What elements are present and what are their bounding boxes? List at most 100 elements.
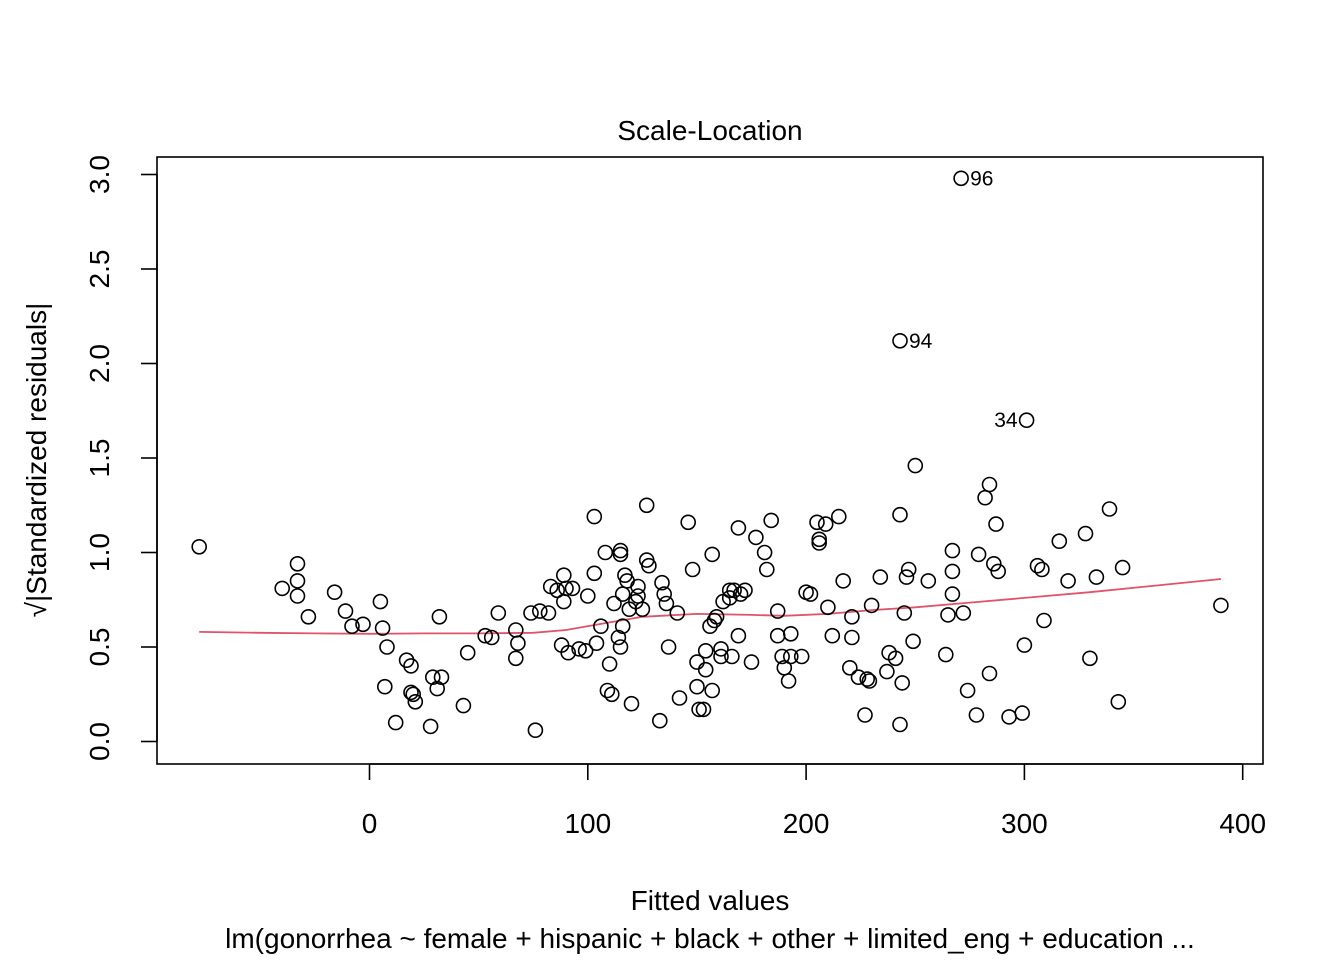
- y-axis-label: √|Standardized residuals|: [21, 303, 52, 618]
- data-point: [737, 582, 753, 599]
- data-point: [879, 663, 895, 680]
- data-point: [859, 671, 876, 687]
- data-point: [588, 635, 605, 652]
- data-point: [953, 170, 969, 187]
- data-point: [732, 586, 749, 602]
- data-point: [599, 682, 616, 699]
- data-point: [920, 573, 937, 589]
- data-point: [660, 639, 677, 655]
- data-point: [730, 520, 747, 536]
- data-point: [379, 639, 395, 655]
- data-point: [841, 659, 858, 676]
- x-tick-label: 400: [1219, 808, 1266, 839]
- data-point: [1110, 693, 1127, 710]
- point-label: 34: [994, 409, 1018, 432]
- data-point: [289, 588, 306, 604]
- data-point: [560, 644, 577, 661]
- data-point: [944, 542, 961, 559]
- data-point: [612, 639, 629, 655]
- data-point: [730, 627, 747, 644]
- data-point: [374, 620, 391, 636]
- data-point: [658, 595, 675, 612]
- data-point: [691, 701, 707, 718]
- data-point: [704, 682, 721, 699]
- data-point: [697, 661, 714, 678]
- data-point: [403, 658, 419, 674]
- data-point: [429, 680, 446, 697]
- data-point: [490, 605, 507, 621]
- data-point: [612, 546, 629, 563]
- data-point: [892, 506, 908, 523]
- data-point: [510, 635, 526, 652]
- data-point: [577, 642, 594, 659]
- data-point: [981, 476, 998, 493]
- data-point: [300, 608, 317, 625]
- data-point: [780, 673, 797, 689]
- data-point: [968, 707, 985, 723]
- data-point: [1029, 557, 1046, 574]
- data-point: [651, 712, 668, 729]
- data-point: [708, 608, 725, 625]
- data-point: [555, 593, 572, 610]
- data-point: [748, 529, 764, 546]
- point-label: 96: [970, 167, 993, 190]
- data-point: [579, 588, 596, 604]
- data-point: [614, 586, 631, 602]
- data-point: [274, 580, 291, 597]
- data-point: [896, 605, 913, 621]
- data-point: [844, 608, 860, 625]
- data-point: [593, 618, 609, 635]
- data-point: [638, 497, 655, 514]
- data-point: [1060, 573, 1076, 589]
- y-tick-label: 0.5: [84, 628, 115, 667]
- data-point: [555, 567, 572, 584]
- data-point: [549, 582, 566, 599]
- data-point: [1101, 501, 1118, 517]
- data-point: [721, 582, 738, 599]
- data-point: [612, 542, 629, 559]
- data-point: [337, 603, 354, 619]
- data-point: [614, 618, 631, 635]
- x-axis-label: Fitted values: [631, 885, 790, 916]
- data-point: [1114, 559, 1131, 576]
- data-point: [802, 586, 819, 602]
- chart-title: Scale-Location: [617, 115, 802, 146]
- data-point: [558, 580, 574, 597]
- point-labels-layer: 96 94 34: [909, 167, 1018, 432]
- data-point: [376, 678, 393, 695]
- data-point: [758, 561, 775, 578]
- data-point: [817, 516, 834, 532]
- data-point: [684, 561, 701, 578]
- data-point: [713, 641, 729, 657]
- data-point: [850, 669, 867, 686]
- data-point: [654, 574, 670, 591]
- data-point: [669, 605, 686, 621]
- data-point: [689, 678, 705, 695]
- data-point: [1014, 705, 1031, 721]
- data-point: [507, 650, 524, 667]
- data-point: [680, 514, 697, 531]
- data-point: [820, 599, 836, 616]
- y-axis: 0.0 0.5 1.0 1.5 2.0 2.5 3.0: [84, 155, 158, 761]
- data-point: [1018, 412, 1035, 429]
- data-point: [811, 531, 828, 548]
- chart-subtitle: lm(gonorrhea ~ female + hispanic + black…: [225, 923, 1195, 954]
- data-point: [695, 701, 712, 718]
- data-point: [1088, 569, 1105, 585]
- data-point: [571, 641, 587, 657]
- data-point: [601, 656, 618, 672]
- data-point: [610, 629, 627, 646]
- data-point: [289, 555, 306, 572]
- data-point: [940, 607, 956, 623]
- data-point: [603, 686, 620, 703]
- data-point: [191, 538, 207, 555]
- data-point: [944, 586, 961, 602]
- data-point: [656, 586, 673, 602]
- data-point: [403, 684, 419, 701]
- data-point: [1034, 561, 1050, 578]
- data-point: [905, 633, 921, 650]
- data-point: [970, 546, 987, 563]
- point-label: 94: [909, 330, 933, 353]
- data-point: [977, 489, 993, 506]
- data-point: [523, 605, 539, 621]
